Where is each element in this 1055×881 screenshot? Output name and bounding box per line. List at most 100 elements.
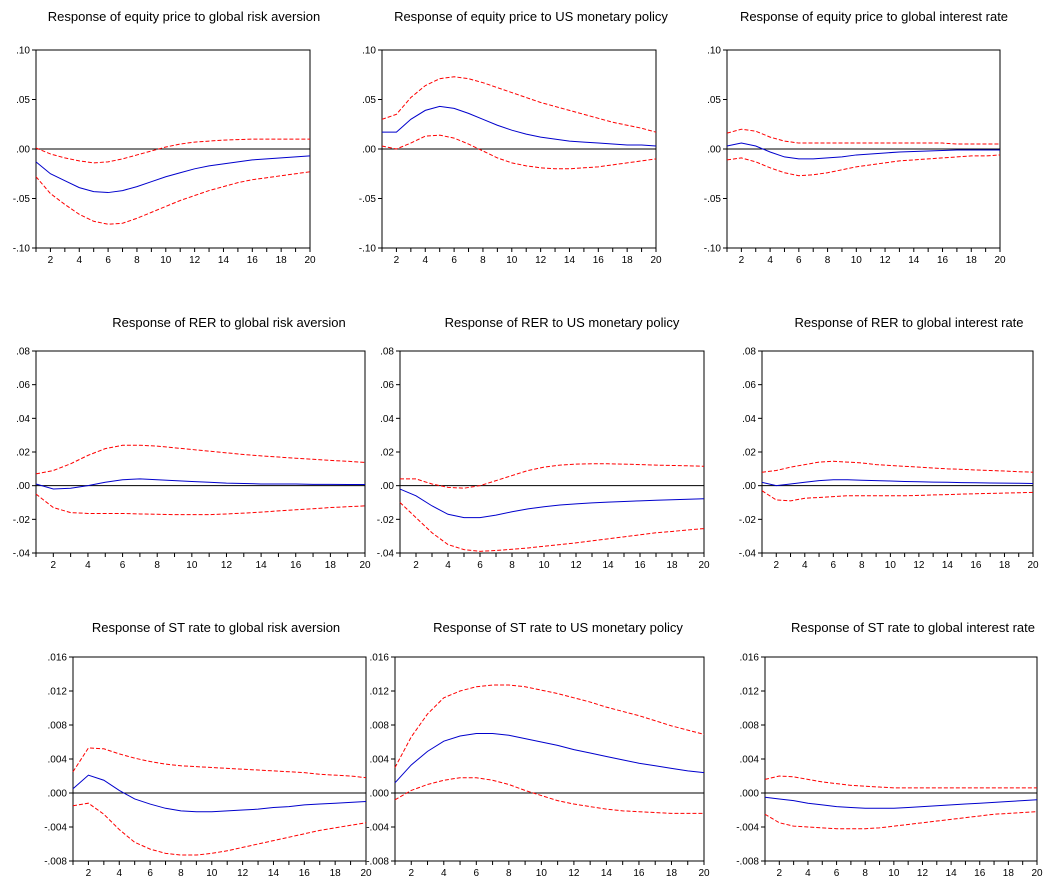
x-tick-label: 12 [913,560,925,571]
x-tick-label: 10 [160,255,172,266]
response-line [726,142,1000,160]
panel-title: Response of RER to global interest rate [794,315,1023,330]
x-tick-label: 14 [602,560,614,571]
plot-frame [72,656,367,862]
lower-band-line [764,811,1038,830]
panel-title: Response of ST rate to global risk avers… [92,620,340,635]
y-tick-label: .00 [742,481,756,492]
x-tick-label: 8 [178,868,184,879]
x-tick-label: 18 [622,255,634,266]
y-tick-label: .02 [742,448,756,459]
x-tick-label: 4 [767,255,773,266]
panel-8: Response of ST rate to US monetary polic… [366,620,710,879]
x-tick-label: 10 [186,560,198,571]
y-tick-label: -.04 [377,549,395,560]
x-tick-label: 18 [325,560,337,571]
x-tick-label: 4 [76,255,82,266]
x-tick-label: 14 [946,868,958,879]
y-tick-label: -.10 [359,244,377,255]
response-line [764,796,1038,809]
panel-title: Response of RER to global risk aversion [112,315,345,330]
y-tick-label: .00 [16,481,30,492]
y-tick-label: -.10 [704,244,722,255]
y-tick-label: -.02 [13,515,31,526]
y-tick-label: .04 [742,414,756,425]
x-tick-label: 12 [879,255,891,266]
x-tick-label: 2 [773,560,779,571]
x-tick-label: 2 [48,255,54,266]
y-tick-label: .05 [707,95,721,106]
plot-frame [761,350,1034,554]
x-tick-label: 12 [917,868,929,879]
y-tick-label: -.04 [13,549,31,560]
upper-band-line [764,775,1037,789]
x-tick-label: 18 [276,255,288,266]
x-tick-label: 12 [189,255,201,266]
x-tick-label: 16 [633,868,645,879]
upper-band-line [394,684,705,768]
panel-6: Response of RER to global interest rate.… [739,315,1039,571]
y-tick-label: .000 [370,789,390,800]
response-line [35,478,365,490]
x-tick-label: 16 [970,560,982,571]
y-tick-label: .08 [16,347,30,358]
x-tick-label: 2 [86,868,92,879]
y-tick-label: .05 [16,95,30,106]
y-tick-label: .05 [362,95,376,106]
lower-band-line [35,171,311,225]
y-tick-label: -.05 [359,194,377,205]
y-tick-label: .06 [16,380,30,391]
y-tick-label: .012 [370,687,390,698]
x-tick-label: 18 [666,868,678,879]
x-tick-label: 12 [535,255,547,266]
y-tick-label: .016 [740,653,760,664]
x-tick-label: 12 [221,560,233,571]
x-tick-label: 8 [480,255,486,266]
x-tick-label: 18 [666,560,678,571]
lower-band-line [761,490,1034,502]
x-tick-label: 12 [568,868,580,879]
panel-title: Response of equity price to global inter… [740,9,1008,24]
y-tick-label: .008 [740,721,760,732]
x-tick-label: 14 [601,868,613,879]
y-tick-label: -.02 [739,515,757,526]
x-tick-label: 10 [851,255,863,266]
x-tick-label: 4 [422,255,428,266]
x-tick-label: 8 [509,560,515,571]
lower-band-line [726,154,1001,177]
x-tick-label: 16 [247,255,259,266]
panel-9: Response of ST rate to global interest r… [736,620,1043,879]
x-tick-label: 6 [147,868,153,879]
x-tick-label: 16 [937,255,949,266]
x-tick-label: 10 [888,868,900,879]
x-tick-label: 2 [408,868,414,879]
x-tick-label: 8 [154,560,160,571]
x-tick-label: 6 [796,255,802,266]
x-tick-label: 6 [474,868,480,879]
x-tick-label: 6 [120,560,126,571]
y-tick-label: .10 [16,46,30,57]
upper-band-line [381,76,657,133]
x-tick-label: 4 [445,560,451,571]
y-tick-label: .000 [48,789,68,800]
panel-title: Response of equity price to US monetary … [394,9,668,24]
x-tick-label: 20 [360,868,372,879]
x-tick-label: 10 [506,255,518,266]
y-tick-label: -.004 [44,823,67,834]
lower-band-line [399,502,705,552]
x-tick-label: 6 [105,255,111,266]
y-tick-label: -.04 [739,549,757,560]
x-tick-label: 8 [825,255,831,266]
y-tick-label: -.004 [366,823,389,834]
x-tick-label: 8 [859,560,865,571]
response-line [35,155,311,194]
x-tick-label: 18 [330,868,342,879]
x-tick-label: 18 [1003,868,1015,879]
plot-frame [394,656,705,862]
y-tick-label: .016 [370,653,390,664]
x-tick-label: 8 [862,868,868,879]
y-tick-label: .00 [380,481,394,492]
y-tick-label: -.05 [13,194,31,205]
upper-band-line [761,460,1034,473]
panel-title: Response of equity price to global risk … [48,9,320,24]
